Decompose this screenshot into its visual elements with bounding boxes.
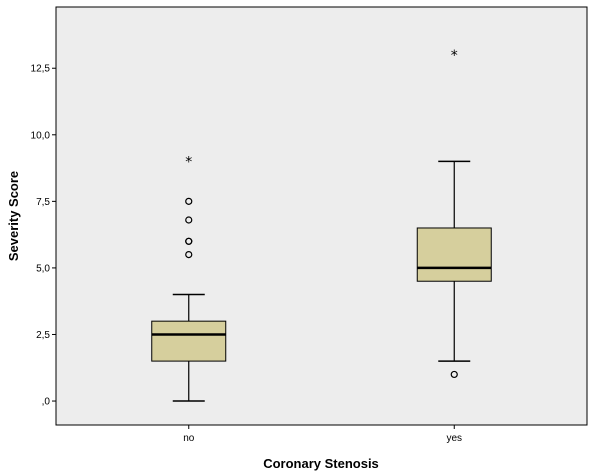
y-tick-label: 5,0 bbox=[36, 263, 50, 274]
plot-area bbox=[55, 6, 588, 426]
y-tick-label: 10,0 bbox=[31, 130, 51, 141]
y-axis-title: Severity Score bbox=[6, 171, 21, 261]
extreme-point: * bbox=[451, 48, 458, 64]
y-tick-label: 7,5 bbox=[36, 197, 50, 208]
outlier-point bbox=[185, 237, 193, 245]
y-tick-label: 2,5 bbox=[36, 330, 50, 341]
outlier-point bbox=[450, 370, 458, 379]
outlier-point bbox=[185, 197, 193, 205]
extreme-point: * bbox=[185, 154, 192, 170]
outlier-point bbox=[185, 216, 193, 224]
outlier-point bbox=[185, 251, 193, 259]
y-axis: ,0 2,5 5,0 7,5 10,0 12,5 bbox=[31, 64, 56, 408]
box-series: ** bbox=[151, 48, 492, 402]
y-tick-label: 12,5 bbox=[31, 64, 51, 75]
x-axis: no yes bbox=[183, 425, 462, 444]
x-tick-label: yes bbox=[446, 433, 462, 444]
x-tick-label: no bbox=[183, 433, 195, 444]
y-tick-label: ,0 bbox=[42, 397, 51, 408]
box-iqr bbox=[151, 320, 227, 362]
box-iqr bbox=[416, 227, 492, 282]
x-axis-title: Coronary Stenosis bbox=[263, 456, 379, 471]
